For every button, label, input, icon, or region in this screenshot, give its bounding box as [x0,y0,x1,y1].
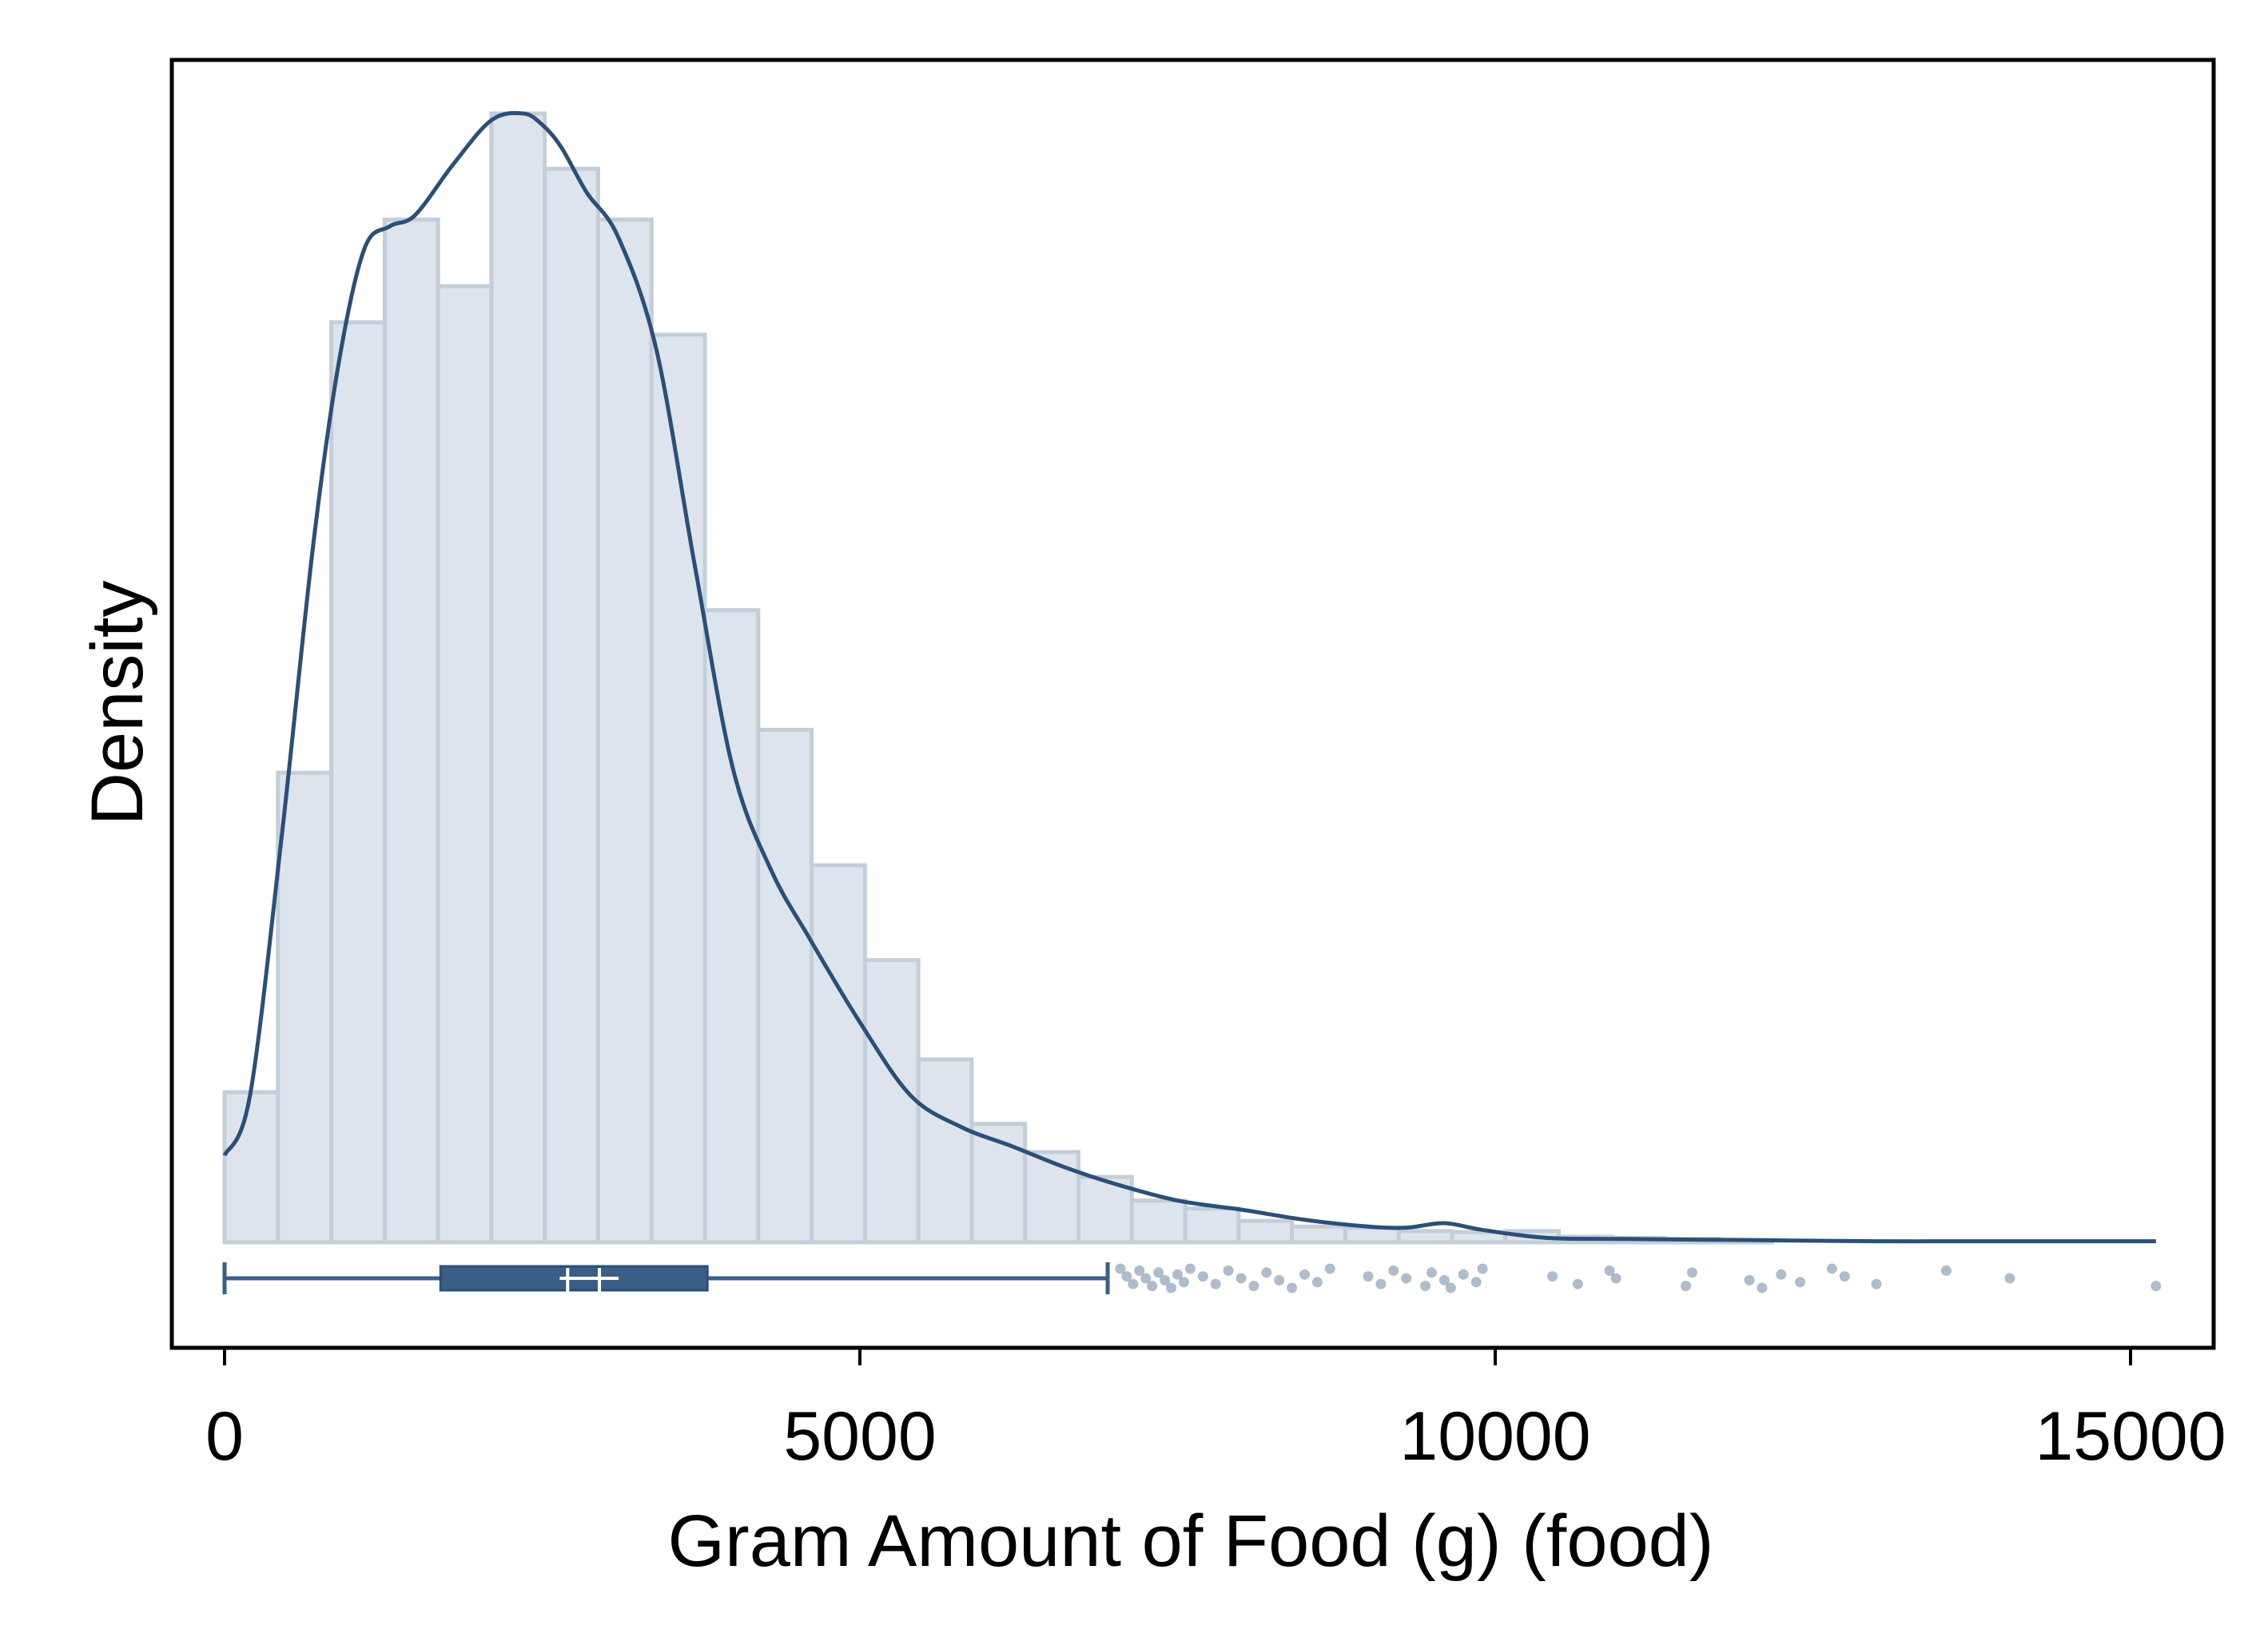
outlier-point [1160,1274,1171,1285]
outlier-point [1235,1273,1247,1284]
outlier-point [1184,1263,1196,1274]
histogram-bar [329,320,387,1245]
outlier-point [1547,1271,1558,1282]
outlier-point [1757,1282,1768,1293]
x-axis-title: Gram Amount of Food (g) (food) [668,1500,1714,1582]
outlier-point [1147,1281,1158,1292]
outlier-point [1311,1277,1323,1288]
outlier-point [1458,1269,1469,1280]
outlier-point [1795,1277,1806,1288]
outlier-point [1470,1277,1482,1288]
outlier-point [1426,1267,1437,1278]
outlier-point [2004,1273,2015,1284]
outlier-point [1248,1281,1259,1292]
outlier-point [1438,1274,1450,1285]
outlier-point [1744,1274,1755,1285]
outlier-point [1363,1271,1374,1282]
density-curve [222,110,2156,1244]
outlier-point [1210,1278,1221,1289]
outlier-point [1261,1267,1272,1278]
outlier-point [1604,1265,1615,1276]
histogram-bar [1396,1229,1454,1245]
outlier-point [1610,1273,1621,1284]
outlier-point [1287,1282,1298,1293]
outlier-point [1871,1278,1882,1289]
histogram-bar [489,111,547,1245]
histogram-bar [1236,1218,1295,1245]
histogram-bar [1343,1226,1401,1245]
histogram-bar [1023,1150,1080,1245]
outlier-point [1128,1278,1139,1289]
histogram-bar [702,608,761,1245]
outlier-point [1115,1263,1126,1274]
y-axis-title: Density [77,581,158,826]
histogram-bar [862,958,921,1245]
outlier-point [1940,1265,1952,1276]
histogram-bar [276,770,334,1245]
x-tick-label: 15000 [2035,1398,2226,1475]
histogram-bar [543,166,600,1245]
outlier-point [1686,1267,1697,1278]
outlier-point [1388,1265,1399,1276]
outlier-point [1153,1267,1164,1278]
outlier-point [1681,1281,1691,1292]
outlier-point [1826,1263,1837,1274]
outlier-point [1166,1282,1177,1293]
outlier-point [1839,1271,1850,1282]
outlier-point [1197,1271,1208,1282]
outlier-point [1375,1278,1387,1289]
boxplot [222,1262,1110,1303]
outlier-point [1776,1269,1787,1280]
outlier-point [1274,1274,1285,1285]
outlier-point [1420,1281,1431,1292]
x-axis: 0 5000 10000 15000 [205,1346,2226,1475]
x-tick-label: 10000 [1399,1398,1590,1475]
histogram-bar [969,1122,1028,1245]
outlier-point [1477,1263,1488,1274]
outlier-point [1140,1273,1152,1284]
histogram-bar [222,1090,281,1245]
outlier-point [1572,1278,1583,1289]
histogram-bars [222,111,1775,1245]
histogram-bar [1129,1198,1188,1245]
outlier-point [1223,1265,1234,1276]
outlier-point [2151,1281,2162,1292]
x-tick-label: 5000 [783,1398,936,1475]
histogram-bar [595,217,654,1245]
outlier-point [1172,1269,1183,1280]
outlier-point [1401,1273,1412,1284]
histogram-bar [1183,1206,1241,1245]
x-tick-label: 0 [205,1398,244,1475]
histogram-bar [810,863,867,1245]
histogram-bar [1290,1224,1347,1245]
histogram-bar [649,332,707,1245]
outlier-point [1178,1277,1189,1288]
outlier-points [1115,1263,2162,1293]
outlier-point [1445,1282,1456,1293]
histogram-bar [756,727,814,1245]
histogram-bar [382,217,440,1245]
histogram-bar [436,284,494,1245]
outlier-point [1134,1265,1145,1276]
outlier-point [1324,1263,1335,1274]
outlier-point [1121,1271,1132,1282]
histogram-bar [916,1057,974,1245]
outlier-point [1299,1269,1310,1280]
